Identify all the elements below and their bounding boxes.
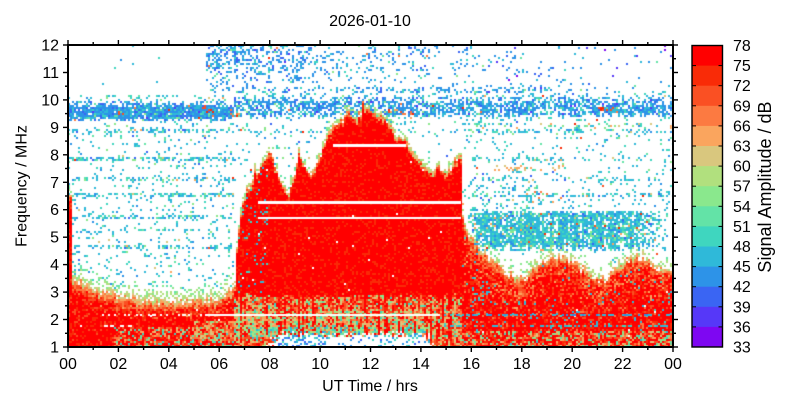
svg-text:11: 11 bbox=[42, 65, 59, 82]
svg-text:10: 10 bbox=[311, 356, 329, 373]
svg-text:51: 51 bbox=[733, 219, 751, 236]
svg-text:60: 60 bbox=[733, 159, 751, 176]
svg-text:22: 22 bbox=[614, 356, 632, 373]
svg-text:39: 39 bbox=[733, 299, 751, 316]
svg-text:12: 12 bbox=[362, 356, 380, 373]
svg-text:2: 2 bbox=[50, 312, 59, 329]
svg-text:69: 69 bbox=[733, 98, 751, 115]
svg-text:36: 36 bbox=[733, 319, 751, 336]
svg-text:14: 14 bbox=[412, 356, 430, 373]
svg-text:33: 33 bbox=[733, 340, 751, 357]
svg-text:7: 7 bbox=[50, 175, 59, 192]
svg-text:04: 04 bbox=[160, 356, 178, 373]
svg-text:UT Time / hrs: UT Time / hrs bbox=[322, 378, 418, 395]
svg-text:02: 02 bbox=[110, 356, 128, 373]
svg-text:00: 00 bbox=[59, 356, 77, 373]
svg-text:06: 06 bbox=[210, 356, 228, 373]
svg-text:Signal Amplitude / dB: Signal Amplitude / dB bbox=[755, 101, 775, 272]
svg-text:78: 78 bbox=[733, 38, 751, 55]
svg-text:42: 42 bbox=[733, 279, 751, 296]
svg-text:Frequency / MHz: Frequency / MHz bbox=[14, 125, 31, 247]
svg-text:16: 16 bbox=[462, 356, 480, 373]
svg-text:45: 45 bbox=[733, 259, 751, 276]
svg-text:4: 4 bbox=[50, 257, 59, 274]
svg-text:54: 54 bbox=[733, 199, 751, 216]
svg-text:5: 5 bbox=[50, 230, 59, 247]
svg-text:6: 6 bbox=[50, 202, 59, 219]
svg-text:57: 57 bbox=[733, 179, 751, 196]
svg-text:9: 9 bbox=[50, 120, 59, 137]
svg-text:75: 75 bbox=[733, 58, 751, 75]
svg-text:8: 8 bbox=[50, 147, 59, 164]
svg-text:00: 00 bbox=[664, 356, 682, 373]
svg-text:20: 20 bbox=[563, 356, 581, 373]
svg-text:66: 66 bbox=[733, 118, 751, 135]
svg-text:2026-01-10: 2026-01-10 bbox=[329, 13, 411, 30]
svg-text:48: 48 bbox=[733, 239, 751, 256]
svg-text:18: 18 bbox=[513, 356, 531, 373]
svg-text:72: 72 bbox=[733, 78, 751, 95]
svg-text:08: 08 bbox=[261, 356, 279, 373]
svg-text:1: 1 bbox=[50, 340, 59, 357]
svg-text:10: 10 bbox=[41, 92, 59, 109]
svg-text:63: 63 bbox=[733, 139, 751, 156]
svg-text:3: 3 bbox=[50, 285, 59, 302]
svg-text:12: 12 bbox=[41, 38, 59, 55]
